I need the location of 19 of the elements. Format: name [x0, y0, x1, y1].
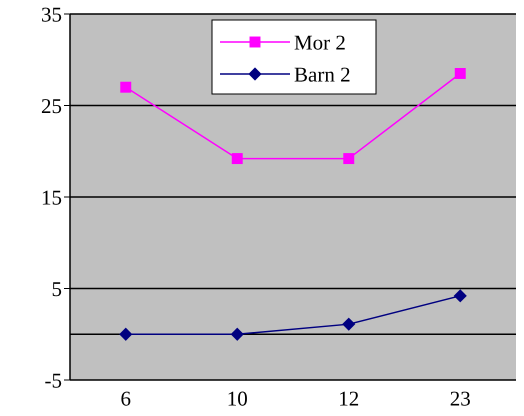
x-tick-label: 23	[450, 386, 471, 410]
x-tick-label: 12	[338, 386, 360, 410]
legend-label: Mor 2	[294, 30, 346, 54]
point	[454, 68, 466, 79]
point	[342, 318, 356, 331]
y-tick-label: 5	[52, 276, 62, 301]
x-tick-label: 6	[120, 386, 131, 410]
point	[454, 289, 467, 302]
y-tick-label: 35	[41, 2, 62, 26]
point	[119, 328, 132, 341]
legend-label: Barn 2	[294, 62, 351, 86]
point	[120, 82, 132, 93]
x-tick-label: 10	[226, 386, 248, 410]
point	[343, 153, 354, 164]
point	[232, 153, 243, 164]
y-tick-label: 25	[41, 94, 62, 118]
y-tick-label: 15	[41, 185, 62, 210]
y-tick-label: -5	[44, 368, 62, 392]
point	[230, 328, 244, 341]
